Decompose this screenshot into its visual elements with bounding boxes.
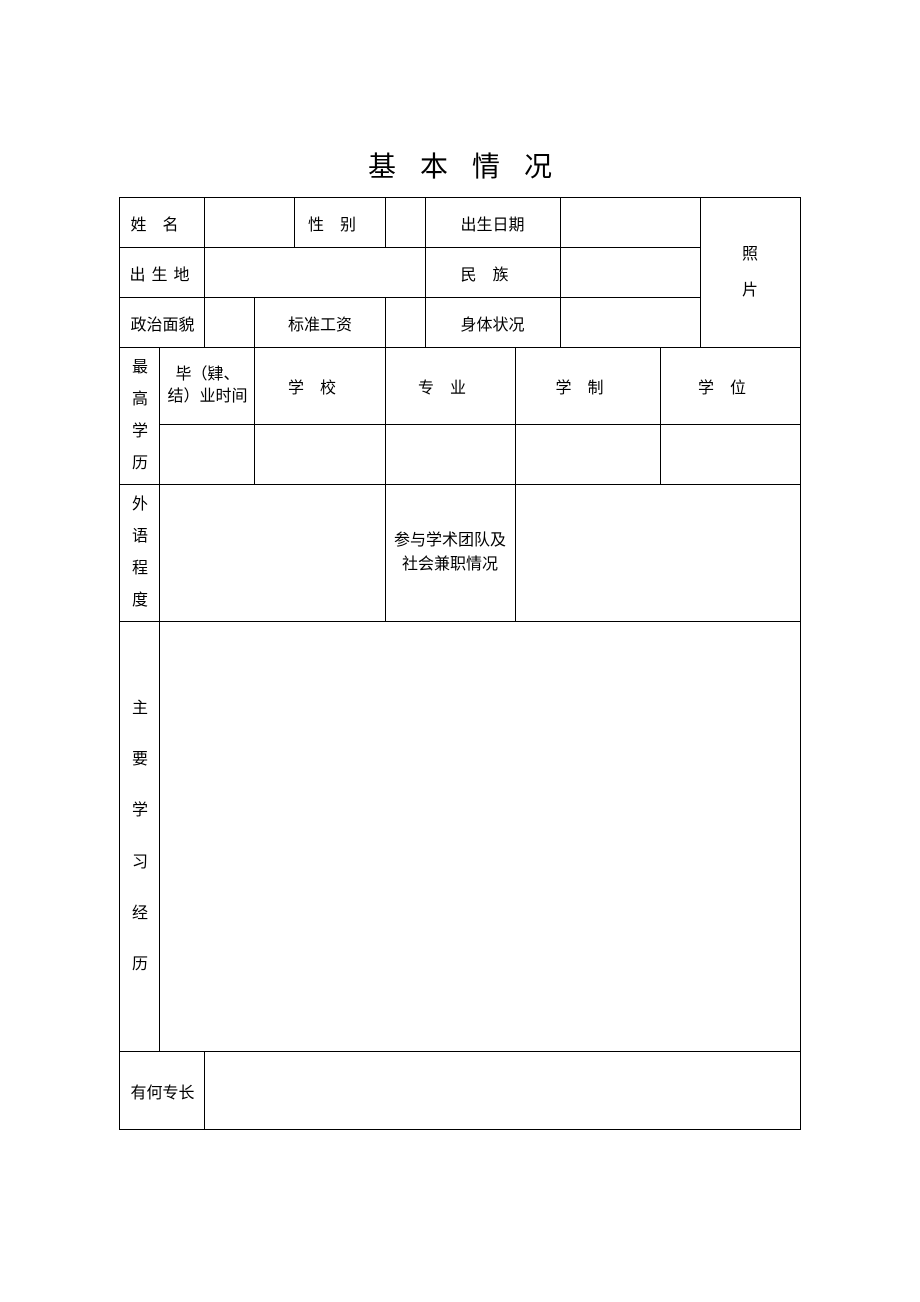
- value-name[interactable]: [205, 198, 295, 248]
- label-experience: 主 要 学 习 经 历: [120, 622, 160, 1052]
- label-ethnicity: 民族: [425, 248, 560, 298]
- photo-placeholder[interactable]: 照 片: [700, 198, 800, 348]
- label-specialty: 有何专长: [120, 1052, 205, 1130]
- label-health: 身体状况: [425, 298, 560, 348]
- value-political[interactable]: [205, 298, 255, 348]
- label-system: 学制: [515, 348, 660, 425]
- value-salary[interactable]: [385, 298, 425, 348]
- value-specialty[interactable]: [205, 1052, 800, 1130]
- value-birthdate[interactable]: [560, 198, 700, 248]
- label-name: 姓名: [120, 198, 205, 248]
- value-foreign-lang[interactable]: [160, 485, 385, 622]
- label-political: 政治面貌: [120, 298, 205, 348]
- label-foreign-lang: 外 语 程 度: [120, 485, 160, 622]
- value-degree[interactable]: [660, 424, 800, 484]
- value-gender[interactable]: [385, 198, 425, 248]
- form-title: 基本情况: [0, 0, 920, 197]
- value-health[interactable]: [560, 298, 700, 348]
- basic-info-table: 姓名 性别 出生日期 照 片 出生地 民族 政治面貌 标准工资 身体状况 最 高…: [119, 197, 800, 1130]
- label-gender: 性别: [295, 198, 385, 248]
- value-birthplace[interactable]: [205, 248, 425, 298]
- label-academic: 参与学术团队及社会兼职情况: [385, 485, 515, 622]
- label-birthplace: 出生地: [120, 248, 205, 298]
- value-school[interactable]: [255, 424, 385, 484]
- label-major: 专业: [385, 348, 515, 425]
- label-salary: 标准工资: [255, 298, 385, 348]
- value-major[interactable]: [385, 424, 515, 484]
- label-school: 学校: [255, 348, 385, 425]
- label-birthdate: 出生日期: [425, 198, 560, 248]
- value-system[interactable]: [515, 424, 660, 484]
- value-grad-time[interactable]: [160, 424, 255, 484]
- label-highest-edu: 最 高 学 历: [120, 348, 160, 485]
- label-grad-time: 毕（肄、结）业时间: [160, 348, 255, 425]
- value-ethnicity[interactable]: [560, 248, 700, 298]
- value-academic[interactable]: [515, 485, 800, 622]
- label-degree: 学位: [660, 348, 800, 425]
- value-experience[interactable]: [160, 622, 800, 1052]
